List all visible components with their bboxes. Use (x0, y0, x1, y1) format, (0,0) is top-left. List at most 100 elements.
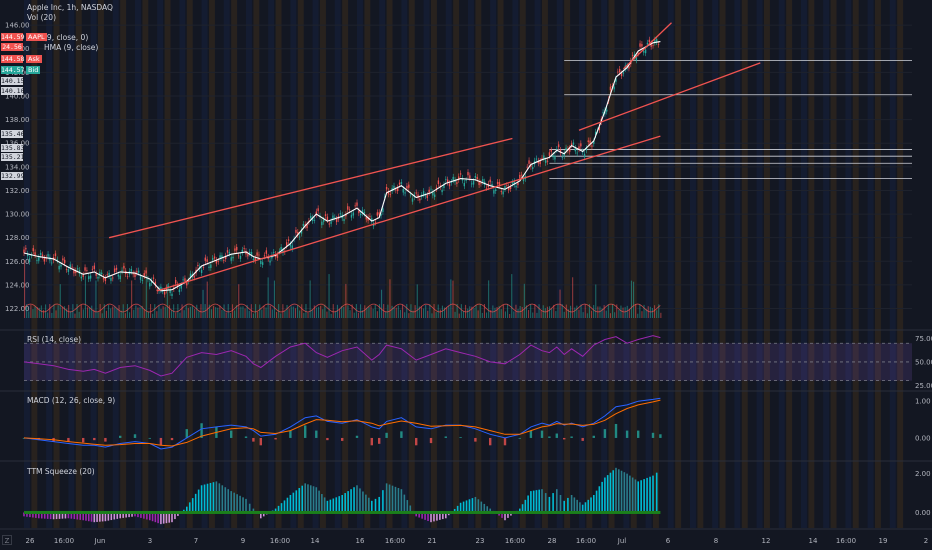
time-tick-label: 2 (924, 537, 928, 545)
time-tick-label: 9 (241, 537, 245, 545)
volume-bar (166, 284, 168, 318)
price-candle (450, 181, 453, 183)
price-candle (591, 145, 593, 147)
session-stripe (297, 0, 304, 528)
price-candle (437, 180, 440, 184)
session-stripe (875, 0, 881, 528)
volume-bar (112, 306, 114, 318)
macd-histogram-bar (444, 436, 447, 438)
price-candle (139, 276, 142, 280)
session-stripe (601, 0, 608, 528)
price-candle (82, 274, 84, 277)
price-candle (404, 192, 406, 194)
price-candle (89, 275, 92, 279)
price-candle (254, 258, 256, 261)
ma-legend: (9, close, 0) (44, 33, 89, 42)
ttm-histogram-bar (107, 512, 110, 521)
ttm-histogram-bar (556, 489, 558, 513)
volume-bar (500, 309, 502, 318)
ttm-histogram-bar (194, 493, 197, 513)
time-tick-label: Jun (94, 537, 106, 545)
session-stripe (623, 0, 630, 528)
price-candle (298, 236, 301, 238)
ttm-histogram-bar (541, 489, 543, 513)
volume-bar (341, 306, 343, 318)
volume-bar (213, 305, 215, 318)
volume-bar (370, 306, 372, 318)
volume-bar (557, 304, 559, 318)
price-candle (572, 142, 575, 145)
price-candle (548, 152, 551, 156)
session-stripe (438, 0, 444, 528)
ttm-histogram-bar (530, 491, 532, 513)
volume-bar (53, 304, 55, 318)
price-candle (80, 276, 83, 279)
price-candle (613, 86, 615, 90)
macd-histogram-bar (133, 434, 137, 438)
volume-bar (257, 311, 259, 318)
volume-bar (393, 307, 395, 318)
session-stripe (556, 0, 563, 528)
volume-bar (580, 304, 582, 318)
price-candle (75, 270, 77, 274)
price-candle (145, 270, 147, 274)
volume-bar (156, 311, 158, 318)
ttm-histogram-bar (248, 503, 251, 513)
session-stripe (157, 0, 164, 528)
price-candle (363, 212, 366, 214)
volume-bar (265, 307, 267, 318)
ttm-histogram-bar (227, 489, 230, 513)
price-candle (422, 191, 425, 195)
macd-histogram-bar (244, 436, 248, 438)
volume-bar (433, 304, 435, 318)
volume-bar (647, 306, 649, 318)
price-candle (236, 246, 238, 251)
ttm-histogram-bar (655, 472, 658, 513)
volume-bar (456, 304, 458, 318)
price-candle (27, 253, 29, 257)
ttm-histogram-bar (221, 485, 224, 513)
ttm-histogram-bar (483, 503, 486, 513)
volume-bar (192, 306, 194, 318)
rsi-tick-label: 25.00 (915, 382, 932, 390)
ttm-histogram-bar (212, 482, 215, 513)
volume-bar (588, 304, 590, 318)
volume-bar (141, 305, 143, 318)
volume-bar (397, 305, 399, 318)
session-stripe (150, 0, 156, 528)
volume-bar (162, 306, 164, 318)
time-tick-label: 7 (194, 537, 198, 545)
ttm-histogram-bar (309, 485, 312, 513)
price-candle (287, 239, 290, 241)
macd-histogram-bar (637, 430, 640, 438)
price-candle (112, 277, 114, 279)
session-stripe (468, 0, 474, 528)
ttm-histogram-bar (224, 487, 227, 513)
session-stripe (882, 0, 888, 528)
volume-bar (189, 306, 191, 318)
price-candle (556, 149, 558, 150)
ttm-histogram-bar (652, 475, 654, 513)
volume-bar (435, 312, 437, 318)
price-candle (152, 277, 155, 279)
volume-bar (47, 312, 49, 318)
volume-bar (324, 304, 326, 318)
volume-bar (612, 304, 614, 318)
price-candle (167, 285, 169, 287)
volume-bar (93, 309, 95, 318)
volume-bar (30, 304, 32, 318)
volume-bar (336, 304, 338, 318)
time-tick-label: 16:00 (836, 537, 856, 545)
session-stripe (128, 0, 134, 528)
session-stripe (542, 0, 548, 528)
ttm-histogram-bar (471, 498, 474, 513)
ttm-histogram-bar (35, 512, 37, 518)
volume-bar (494, 307, 496, 318)
volume-bar (450, 279, 452, 318)
zoom-reset-icon[interactable]: Z (2, 535, 12, 545)
price-candle (51, 262, 53, 264)
ttm-histogram-bar (188, 502, 191, 513)
volume-bar (609, 313, 611, 318)
